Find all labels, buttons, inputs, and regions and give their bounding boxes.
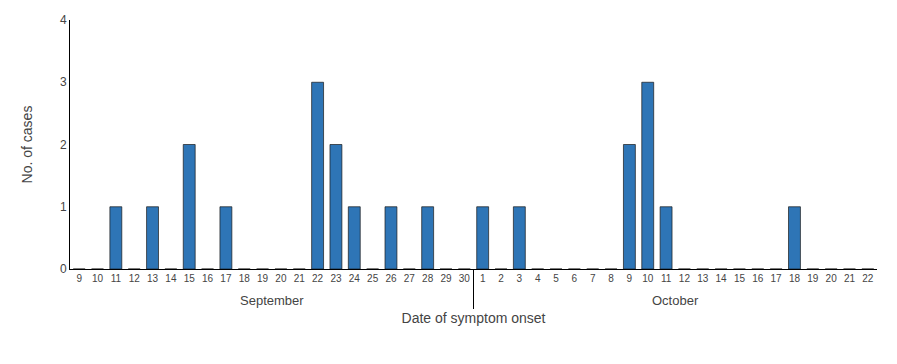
svg-text:1: 1 — [60, 200, 67, 214]
svg-text:19: 19 — [257, 273, 269, 284]
svg-text:6: 6 — [572, 273, 578, 284]
svg-text:17: 17 — [220, 273, 232, 284]
svg-text:24: 24 — [349, 273, 361, 284]
svg-text:26: 26 — [385, 273, 397, 284]
svg-text:30: 30 — [459, 273, 471, 284]
svg-text:No. of cases: No. of cases — [19, 106, 35, 184]
svg-text:7: 7 — [590, 273, 596, 284]
svg-text:11: 11 — [111, 273, 122, 284]
svg-text:8: 8 — [608, 273, 614, 284]
svg-text:21: 21 — [294, 273, 306, 284]
svg-text:11: 11 — [661, 273, 672, 284]
svg-text:9: 9 — [76, 273, 82, 284]
svg-text:October: October — [652, 293, 699, 308]
svg-text:27: 27 — [404, 273, 416, 284]
svg-text:14: 14 — [165, 273, 177, 284]
svg-text:29: 29 — [440, 273, 452, 284]
svg-text:22: 22 — [312, 273, 324, 284]
svg-text:September: September — [240, 293, 304, 308]
svg-text:13: 13 — [697, 273, 709, 284]
svg-text:4: 4 — [60, 13, 67, 27]
svg-text:23: 23 — [330, 273, 342, 284]
svg-text:28: 28 — [422, 273, 434, 284]
svg-text:16: 16 — [752, 273, 764, 284]
svg-text:16: 16 — [202, 273, 214, 284]
svg-text:2: 2 — [60, 138, 67, 152]
svg-text:9: 9 — [627, 273, 633, 284]
svg-text:10: 10 — [642, 273, 654, 284]
svg-text:13: 13 — [147, 273, 159, 284]
svg-text:20: 20 — [275, 273, 287, 284]
svg-text:0: 0 — [60, 262, 67, 276]
svg-text:10: 10 — [92, 273, 104, 284]
svg-text:17: 17 — [771, 273, 783, 284]
svg-text:14: 14 — [716, 273, 728, 284]
svg-text:15: 15 — [184, 273, 196, 284]
svg-text:5: 5 — [553, 273, 559, 284]
svg-text:3: 3 — [60, 75, 67, 89]
svg-text:12: 12 — [129, 273, 141, 284]
svg-text:12: 12 — [679, 273, 691, 284]
svg-text:18: 18 — [789, 273, 801, 284]
svg-text:20: 20 — [826, 273, 838, 284]
svg-text:2: 2 — [498, 273, 504, 284]
svg-text:18: 18 — [239, 273, 251, 284]
svg-text:25: 25 — [367, 273, 379, 284]
svg-text:15: 15 — [734, 273, 746, 284]
svg-text:19: 19 — [807, 273, 819, 284]
svg-text:3: 3 — [517, 273, 523, 284]
svg-text:4: 4 — [535, 273, 541, 284]
svg-text:21: 21 — [844, 273, 856, 284]
svg-text:Date of symptom onset: Date of symptom onset — [402, 310, 546, 326]
svg-text:22: 22 — [862, 273, 874, 284]
svg-text:1: 1 — [480, 273, 486, 284]
